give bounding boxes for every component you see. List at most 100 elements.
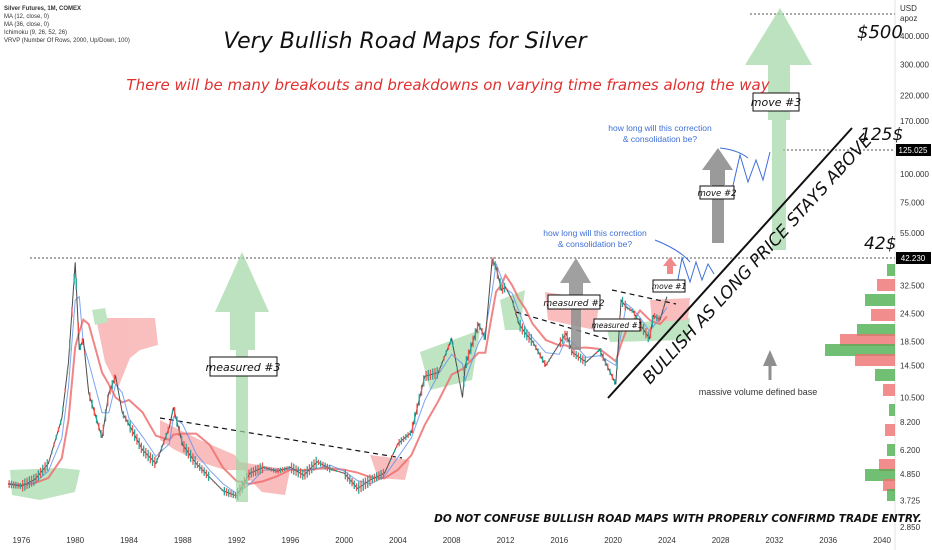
candle — [344, 469, 346, 480]
candle — [165, 433, 167, 440]
candle — [86, 378, 88, 381]
candle — [411, 421, 414, 434]
x-tick-label: 1988 — [174, 536, 192, 545]
candle — [30, 475, 33, 487]
move3-label: move #3 — [751, 96, 801, 109]
candle — [387, 465, 389, 467]
candle — [528, 332, 530, 343]
indicator-ma36: MA (36, close, 0) — [4, 22, 49, 28]
volume-bar — [871, 309, 895, 321]
currency-label: USD — [900, 4, 917, 13]
candle — [458, 378, 460, 382]
candle — [308, 464, 311, 476]
candle — [149, 452, 151, 464]
candle — [26, 477, 28, 489]
candle — [662, 307, 665, 309]
candle — [64, 388, 66, 393]
candle — [476, 321, 479, 334]
title: Very Bullish Road Maps for Silver — [223, 29, 588, 54]
cloud-bull — [92, 308, 108, 325]
candle — [427, 370, 429, 381]
candle — [364, 477, 367, 490]
candle — [423, 375, 425, 387]
candle — [378, 471, 380, 481]
candle — [104, 409, 107, 422]
candle — [100, 430, 102, 438]
candle — [140, 442, 142, 453]
candle — [546, 362, 548, 366]
candle — [46, 459, 48, 471]
candle — [602, 353, 604, 361]
candle — [178, 426, 180, 436]
scale-mode-label[interactable]: apoz — [900, 14, 917, 23]
downtrend-line-2 — [515, 311, 611, 341]
candle — [360, 480, 362, 493]
candle — [109, 385, 111, 395]
candle — [517, 317, 519, 323]
candle — [102, 424, 104, 437]
candle — [335, 470, 337, 472]
level-42-label: 42$ — [864, 234, 896, 254]
candle — [342, 472, 344, 474]
candle — [313, 459, 315, 471]
indicator-ma12: MA (12, close, 0) — [4, 14, 49, 20]
red-up-arrow-small — [663, 257, 677, 274]
badge-125-text: 125.025 — [899, 146, 928, 155]
candle — [490, 272, 492, 274]
candle — [588, 358, 591, 360]
candle — [396, 444, 398, 448]
candle — [418, 393, 420, 406]
x-tick-label: 2020 — [604, 536, 622, 545]
candle — [362, 478, 364, 491]
candle — [532, 340, 535, 346]
candle — [295, 465, 297, 476]
candle — [400, 437, 402, 445]
price-axis[interactable]: 400.000 300.000 220.000 170.000 100.000 75.00… — [900, 32, 929, 532]
candle — [311, 461, 313, 474]
green-arrow-shaft-2 — [772, 120, 786, 250]
candle — [633, 310, 636, 317]
y-tick-label: 100.000 — [900, 170, 929, 179]
candle — [591, 356, 593, 358]
candle — [369, 474, 371, 486]
volume-note: massive volume defined base — [699, 387, 818, 397]
x-tick-label: 1980 — [66, 536, 84, 545]
question-2-line1: how long will this correction — [608, 123, 712, 133]
candle — [60, 419, 62, 426]
measured3-label: measured #3 — [206, 361, 281, 374]
candle — [604, 358, 607, 366]
candle — [584, 356, 586, 367]
x-tick-label: 2036 — [819, 536, 837, 545]
y-tick-label: 400.000 — [900, 32, 929, 41]
candle — [420, 384, 423, 396]
candle — [496, 267, 499, 279]
candle — [465, 356, 467, 368]
candle — [22, 479, 24, 492]
candle — [145, 448, 147, 459]
cloud-bear — [370, 455, 410, 480]
question-1-line2: & consolidation be? — [558, 239, 632, 249]
candle — [252, 466, 255, 477]
candle — [147, 449, 149, 462]
candle — [349, 474, 351, 485]
candle — [351, 477, 353, 487]
candle — [616, 357, 618, 370]
time-axis[interactable]: 1976 1980 1984 1988 1992 1996 2000 2004 2008 2012… — [13, 536, 892, 545]
candle — [33, 474, 35, 486]
candle — [169, 420, 172, 425]
candle — [290, 462, 293, 474]
x-tick-label: 1992 — [228, 536, 246, 545]
candle — [407, 432, 409, 438]
candle — [373, 473, 376, 483]
candle — [77, 322, 79, 334]
volume-bar — [885, 424, 895, 436]
candle — [84, 351, 86, 354]
candle — [539, 352, 541, 359]
candle — [382, 468, 385, 479]
bullish-support-line — [607, 127, 853, 399]
candle — [154, 456, 156, 468]
candle — [432, 368, 434, 380]
candle — [454, 354, 456, 359]
cloud-bear — [96, 318, 158, 388]
candle — [315, 456, 317, 469]
